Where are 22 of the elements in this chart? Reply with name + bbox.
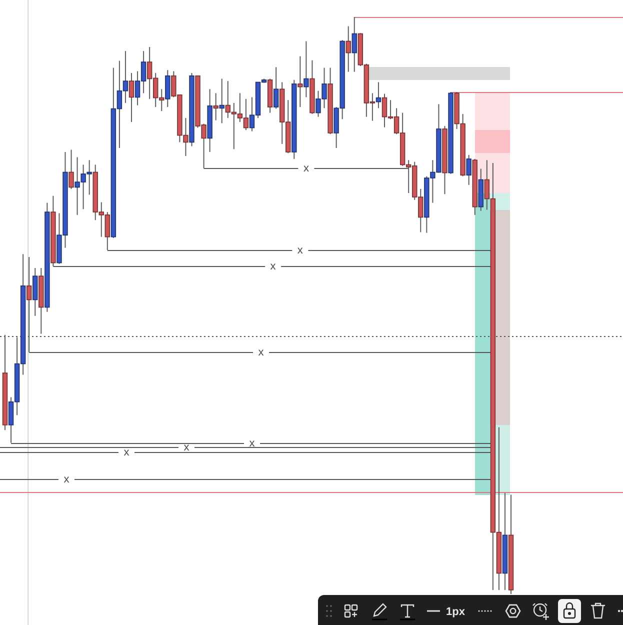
- ref-line-label: x: [124, 446, 130, 458]
- ref-line-label: x: [249, 438, 256, 450]
- candlestick: [273, 66, 279, 110]
- candlestick: [219, 78, 224, 124]
- ref-line-label: x: [258, 346, 264, 358]
- candlestick: [32, 267, 38, 316]
- ref-line-label: x: [64, 474, 70, 486]
- ref-line-label: x: [303, 162, 310, 174]
- candlestick: [298, 56, 303, 108]
- candlestick: [376, 82, 382, 109]
- ref-line-label: x: [270, 260, 276, 272]
- candlestick: [128, 72, 134, 123]
- candlestick: [165, 70, 170, 108]
- candlestick: [304, 40, 309, 98]
- candlestick: [213, 92, 218, 121]
- candlestick: [68, 149, 74, 190]
- ref-line-label: x: [184, 442, 190, 454]
- candlestick: [466, 154, 472, 186]
- text: 1px: [446, 606, 466, 618]
- candlestick: [346, 26, 351, 72]
- ref-line-label: x: [297, 244, 304, 256]
- candlestick: [352, 16, 357, 72]
